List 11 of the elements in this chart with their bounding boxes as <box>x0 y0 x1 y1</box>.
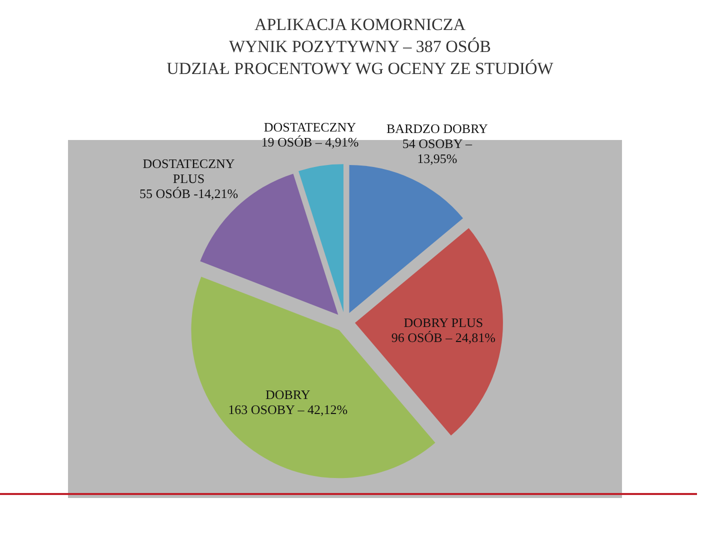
data-label: 163 OSOBY – 42,12% <box>228 402 348 418</box>
slice-label: DOSTATECZNY PLUS <box>142 156 236 186</box>
slice-label: DOBRY <box>265 387 311 402</box>
slice-label: DOBRY PLUS <box>404 314 484 330</box>
data-label: 96 OSÓB – 24,81% <box>391 330 496 345</box>
slice-label: BARDZO DOBRY <box>386 121 489 136</box>
data-label: 19 OSÓB – 4,91% <box>261 134 359 150</box>
data-label: 54 OSOBY – 13,95% <box>402 136 472 166</box>
chart-title: APLIKACJA KOMORNICZA WYNIK POZYTYWNY – 387 OSÓB UDZIAŁ PROCENTOWY WG OCENY ZE STUDIÓW <box>166 15 554 78</box>
data-label: 55 OSÓB -14,21% <box>139 186 238 201</box>
slice-label: DOSTATECZNY <box>264 120 357 135</box>
